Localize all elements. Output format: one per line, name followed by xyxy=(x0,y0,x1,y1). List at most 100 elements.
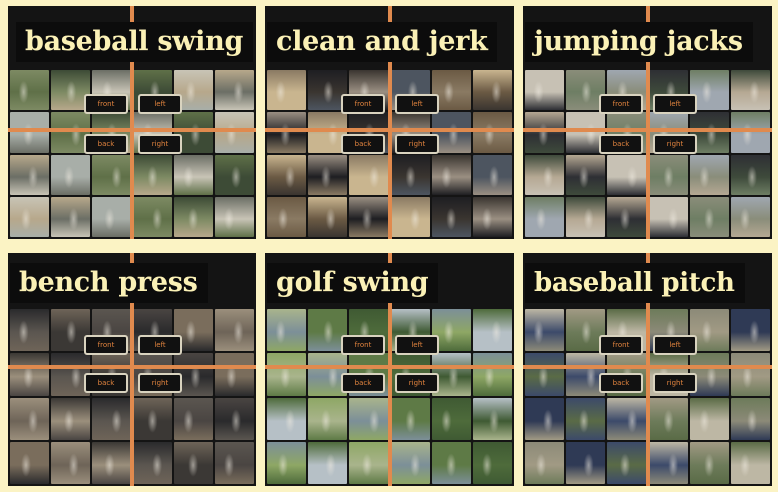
video-thumbnail xyxy=(390,196,430,237)
video-thumbnail xyxy=(215,397,254,440)
video-thumbnail xyxy=(472,112,512,153)
view-tag-right: right xyxy=(653,134,697,154)
view-tag-left: left xyxy=(138,94,182,114)
video-thumbnail xyxy=(308,196,348,237)
panel-title: baseball pitch xyxy=(525,263,745,303)
view-tag-front: front xyxy=(599,94,643,114)
panel-title: golf swing xyxy=(267,263,439,303)
grid-divider-vertical xyxy=(130,6,134,239)
video-thumbnail xyxy=(648,397,688,440)
view-tag-back: back xyxy=(341,373,385,393)
video-thumbnail xyxy=(267,154,307,195)
video-thumbnail xyxy=(215,353,254,396)
video-thumbnail xyxy=(133,196,172,237)
video-thumbnail xyxy=(133,154,172,195)
video-thumbnail xyxy=(472,154,512,195)
video-thumbnail xyxy=(566,154,606,195)
video-thumbnail xyxy=(566,112,606,153)
view-tag-front: front xyxy=(84,94,128,114)
video-thumbnail xyxy=(10,70,49,111)
video-thumbnail xyxy=(92,196,131,237)
video-thumbnail xyxy=(349,196,389,237)
view-tag-left: left xyxy=(138,335,182,355)
video-thumbnail xyxy=(267,112,307,153)
video-thumbnail xyxy=(51,196,90,237)
video-thumbnail xyxy=(349,441,389,484)
video-thumbnail xyxy=(689,196,729,237)
video-thumbnail xyxy=(308,397,348,440)
video-thumbnail xyxy=(525,196,565,237)
video-thumbnail xyxy=(566,70,606,111)
panel-baseball-swing: baseball swing front left back right xyxy=(8,6,256,239)
video-thumbnail xyxy=(607,441,647,484)
panel-title: bench press xyxy=(10,263,208,303)
video-thumbnail xyxy=(174,154,213,195)
video-thumbnail xyxy=(730,353,770,396)
video-thumbnail xyxy=(92,441,131,484)
video-thumbnail xyxy=(10,112,49,153)
video-thumbnail xyxy=(349,397,389,440)
video-thumbnail xyxy=(51,309,90,352)
grid-divider-horizontal xyxy=(265,365,514,369)
panel-golf-swing: golf swing front left back right xyxy=(265,253,514,486)
video-thumbnail xyxy=(215,441,254,484)
grid-divider-vertical xyxy=(645,253,650,486)
view-tag-right: right xyxy=(395,134,439,154)
video-thumbnail xyxy=(607,154,647,195)
panel-bench-press: bench press front left back right xyxy=(8,253,256,486)
video-thumbnail xyxy=(10,353,49,396)
video-thumbnail xyxy=(689,154,729,195)
video-thumbnail xyxy=(525,154,565,195)
grid-divider-vertical xyxy=(645,6,650,239)
view-tag-front: front xyxy=(341,94,385,114)
view-tag-front: front xyxy=(84,335,128,355)
video-thumbnail xyxy=(308,112,348,153)
video-thumbnail xyxy=(92,154,131,195)
video-thumbnail xyxy=(267,309,307,352)
view-tag-back: back xyxy=(599,373,643,393)
video-thumbnail xyxy=(525,309,565,352)
video-thumbnail xyxy=(51,112,90,153)
video-thumbnail xyxy=(648,154,688,195)
video-thumbnail xyxy=(267,441,307,484)
video-thumbnail xyxy=(472,70,512,111)
video-thumbnail xyxy=(730,397,770,440)
view-tag-right: right xyxy=(138,134,182,154)
video-thumbnail xyxy=(390,397,430,440)
view-tag-front: front xyxy=(341,335,385,355)
video-thumbnail xyxy=(308,309,348,352)
video-thumbnail xyxy=(215,154,254,195)
panel-clean-and-jerk: clean and jerk front left back right xyxy=(265,6,514,239)
thumbnail-grid xyxy=(523,68,772,239)
video-thumbnail xyxy=(431,397,471,440)
panel-title: clean and jerk xyxy=(267,22,498,62)
video-thumbnail xyxy=(525,353,565,396)
view-tag-back: back xyxy=(84,134,128,154)
video-thumbnail xyxy=(215,112,254,153)
video-thumbnail xyxy=(308,353,348,396)
panel-title: baseball swing xyxy=(16,22,254,62)
video-thumbnail xyxy=(267,196,307,237)
video-thumbnail xyxy=(472,353,512,396)
video-thumbnail xyxy=(431,196,471,237)
video-thumbnail xyxy=(472,309,512,352)
video-thumbnail xyxy=(174,397,213,440)
view-tag-back: back xyxy=(84,373,128,393)
view-tag-left: left xyxy=(653,94,697,114)
video-thumbnail xyxy=(525,112,565,153)
video-thumbnail xyxy=(525,397,565,440)
video-thumbnail xyxy=(349,154,389,195)
video-thumbnail xyxy=(689,441,729,484)
video-thumbnail xyxy=(308,154,348,195)
video-thumbnail xyxy=(431,154,471,195)
video-thumbnail xyxy=(10,441,49,484)
grid-divider-horizontal xyxy=(523,128,772,132)
view-tag-right: right xyxy=(138,373,182,393)
grid-divider-horizontal xyxy=(8,128,256,132)
video-thumbnail xyxy=(10,309,49,352)
grid-divider-vertical xyxy=(387,6,392,239)
video-thumbnail xyxy=(267,70,307,111)
video-thumbnail xyxy=(10,397,49,440)
video-thumbnail xyxy=(51,154,90,195)
video-thumbnail xyxy=(648,196,688,237)
